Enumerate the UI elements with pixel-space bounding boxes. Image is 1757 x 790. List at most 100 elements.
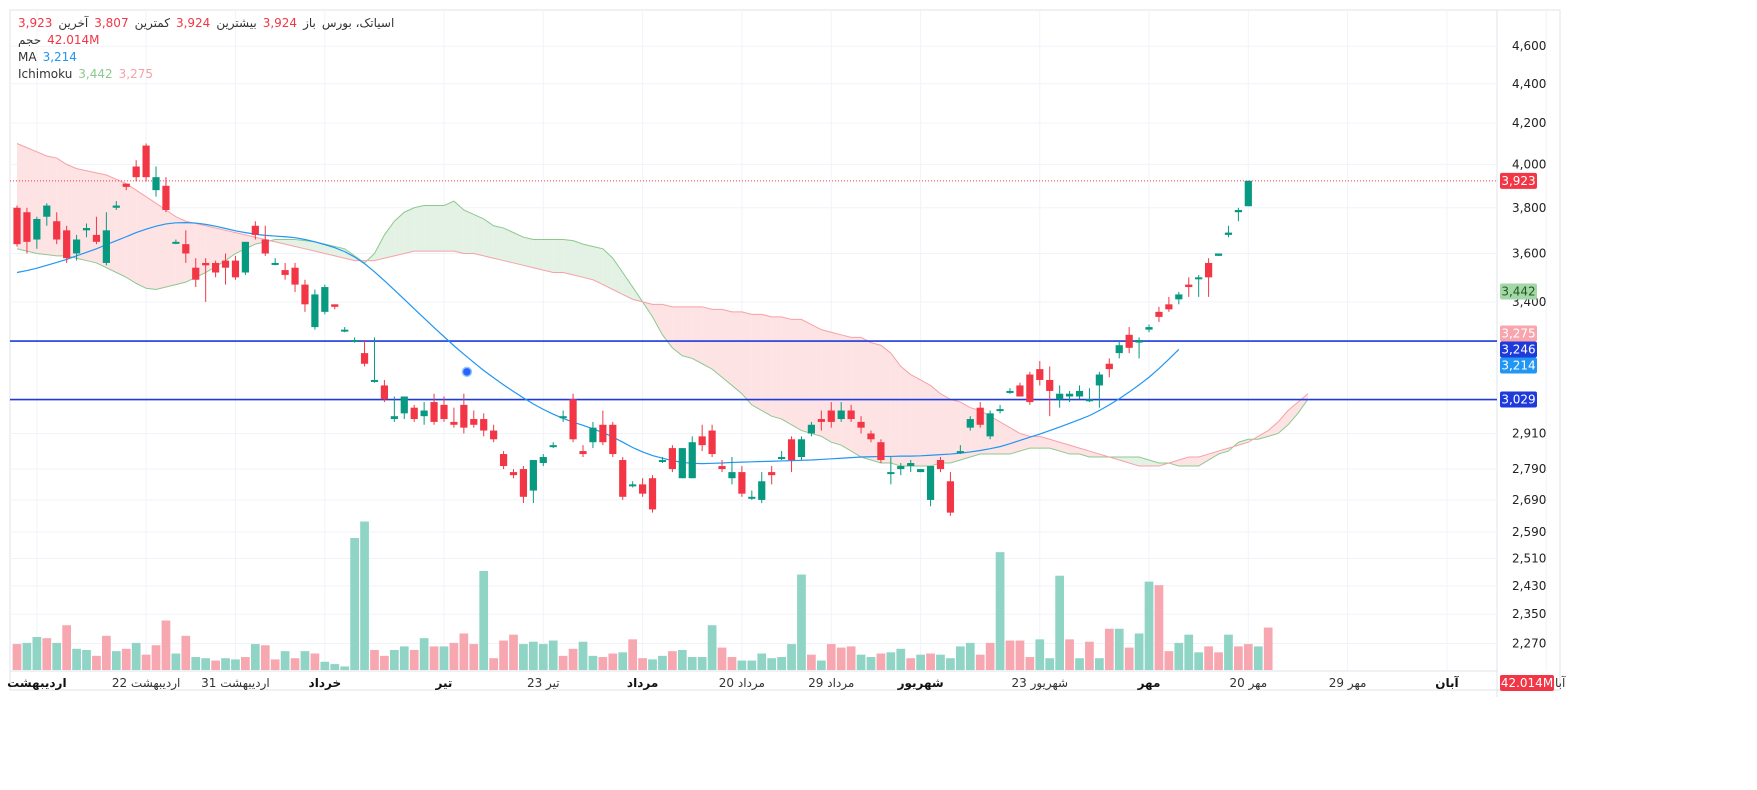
x-tick-label: اردیبهشت [7, 676, 66, 690]
volume-bar [727, 657, 737, 670]
candle-body [996, 409, 1004, 412]
volume-bar [32, 637, 42, 670]
volume-bar [131, 642, 141, 670]
candle-body [589, 427, 597, 443]
span-b-line [16, 143, 1309, 467]
volume-row[interactable]: حجم 42.014M [18, 32, 394, 49]
cloud-segment [563, 239, 574, 275]
candle-body [1175, 294, 1183, 300]
candle-body [182, 244, 190, 254]
candle-body [1135, 339, 1143, 343]
volume-bar [161, 620, 171, 670]
cloud-segment [1278, 410, 1289, 434]
cloud-segment [771, 316, 782, 420]
cloud-segment [861, 337, 871, 461]
candle-body [1224, 232, 1233, 235]
cloud-segment [791, 319, 802, 431]
volume-bar [459, 633, 469, 670]
candle-body [847, 410, 855, 420]
cloud-segment [1089, 451, 1100, 458]
cloud-segment [722, 309, 732, 386]
volume-bar [807, 654, 816, 670]
volume-bar [826, 644, 836, 670]
candle-body [480, 419, 488, 431]
candle-body [678, 448, 686, 479]
candle-body [917, 469, 925, 473]
cloud-segment [304, 240, 315, 252]
candle-body [142, 145, 150, 178]
cloud-segment [384, 221, 395, 259]
cloud-segment [205, 225, 216, 273]
moving-average [16, 221, 1180, 465]
candle-body [53, 221, 61, 240]
volume-bar [1085, 641, 1094, 670]
x-tick-label: 31 اردیبهشت [201, 676, 270, 691]
cloud-segment [374, 234, 385, 261]
cloud-segment [602, 248, 613, 290]
candle-body [43, 205, 51, 217]
price-axis[interactable]: 4,6004,4004,2004,0003,8003,6003,4002,910… [1512, 39, 1546, 650]
volume-bar [320, 661, 330, 670]
candle-body [13, 207, 21, 245]
open-label: باز [303, 16, 316, 30]
candle-body [92, 234, 101, 242]
volume-label: حجم [18, 33, 42, 47]
cloud-segment [573, 240, 584, 278]
cloud-segment [175, 216, 186, 285]
volume-bar [280, 651, 290, 670]
chart-legend: اسیاتک، بورس باز 3,924 بیشترین 3,924 کمتری… [18, 15, 394, 83]
volume-bar [360, 521, 369, 670]
symbol-name[interactable]: اسیاتک، بورس [321, 16, 395, 30]
candle-body [638, 484, 647, 494]
cloud-segment [314, 241, 325, 254]
volume-bar [965, 642, 975, 670]
volume-bar [449, 642, 459, 670]
volume-bar [618, 652, 628, 670]
cloud-segment [1268, 421, 1279, 437]
volume-bar [82, 649, 91, 670]
volume-bar [399, 646, 409, 670]
cloud-segment [622, 272, 633, 300]
chart-frame [9, 9, 1561, 691]
cloud-segment [731, 311, 742, 394]
cloud-segment [453, 201, 464, 254]
volume-bar [1134, 633, 1144, 670]
volume-bar [916, 654, 925, 670]
candle-body [956, 451, 964, 454]
cloud-segment [215, 228, 226, 267]
candle-body [877, 442, 885, 461]
volume-bar [439, 646, 449, 670]
candle-body [1234, 209, 1242, 213]
volume-bar [926, 653, 935, 670]
volume-bar [886, 652, 896, 670]
volume-bar [12, 644, 22, 670]
time-axis[interactable]: اردیبهشت 22 اردیبهشت 31 اردیبهشت خرداد تیر 23… [7, 675, 1566, 691]
volume-bar [1154, 585, 1164, 670]
y-tick-label: 2,350 [1512, 607, 1546, 621]
cloud-segment [533, 239, 544, 271]
cloud-segment [910, 374, 921, 467]
candle-body [420, 410, 428, 417]
volume-bar [648, 659, 657, 670]
volume-bar [181, 635, 191, 670]
volume-bar [350, 538, 359, 670]
cloud-segment [841, 334, 852, 452]
volume-bar [1204, 646, 1213, 670]
candle-body [1056, 393, 1064, 400]
x-tick-label: 29 مهر [1329, 676, 1367, 691]
cloud-segment [1010, 427, 1020, 455]
open-value: 3,924 [262, 16, 298, 30]
volume-bar [1065, 639, 1074, 670]
price-marker-badge [1500, 391, 1537, 408]
volume-bar [1214, 652, 1223, 670]
ma-row[interactable]: MA 3,214 [18, 49, 394, 66]
price-marker-badge [1500, 283, 1537, 300]
cloud-segment [870, 342, 881, 464]
candle-body [1085, 399, 1094, 402]
close-label: آخرین [58, 16, 89, 30]
ichimoku-row[interactable]: Ichimoku 3,442 3,275 [18, 66, 394, 83]
span-a-line [16, 200, 1309, 467]
volume-bar [231, 659, 240, 670]
price-marker-badge [1500, 357, 1537, 374]
